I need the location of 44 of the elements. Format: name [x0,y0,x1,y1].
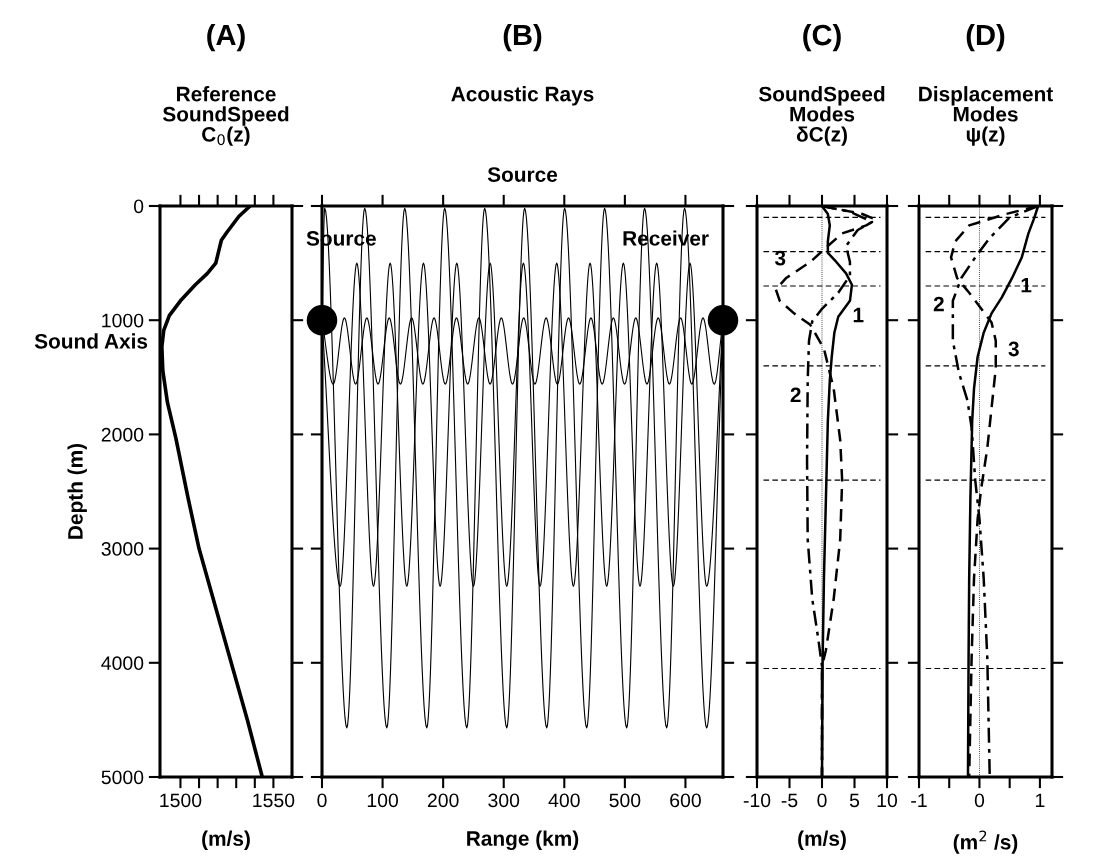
chart-subtitle: Reference SoundSpeed C$_{0}$(z) [162,86,289,146]
y-tick-label: 0 [133,199,144,214]
x-axis-title: (m/s) [798,830,846,850]
x-axis-title: (m/s) [202,830,250,850]
legend-label: 1 [853,307,864,323]
x2-axis-title: Source [487,167,558,182]
series-label: 3 [774,250,786,266]
y-axis-title: Depth (m) [67,443,87,539]
x-tick-label: 0 [974,793,985,808]
chart-subtitle: Displacement Modes ψ(z) [919,86,1053,146]
x-tick-label: -10 [743,793,771,808]
annotation: Sound Axis [34,333,148,349]
chart-title: (B) [503,23,542,52]
x-tick-label: 1550 [253,793,295,808]
chart-title: (A) [207,23,245,52]
chart-subtitle: SoundSpeed Modes δC(z) [758,86,885,146]
x-tick-label: 200 [427,793,459,808]
y-tick-label: 5000 [101,770,144,785]
y-tick-label: 4000 [101,656,144,671]
chart-subtitle: Acoustic Rays [451,86,594,106]
x-tick-label: -1 [911,793,927,808]
chart-title: (D) [966,23,1005,52]
chart-title: (C) [803,23,841,52]
x-tick-label: 500 [609,793,641,808]
x-tick-label: 100 [367,793,399,808]
x-tick-label: 600 [670,793,701,808]
series-label: 2 [933,296,944,312]
x-tick-label: 1 [1035,793,1045,808]
series-label: 2 [790,387,801,403]
x-tick-label: 400 [548,793,580,808]
x-tick-label: 0 [317,793,327,808]
x-axis-title: (m$^{2}$ /s) [953,830,1018,854]
series-label: 1 [1021,278,1032,293]
y-tick-label: 3000 [101,542,144,556]
x-tick-label: -5 [781,793,798,808]
series-label: 3 [1008,341,1019,357]
x-tick-label: 10 [877,793,898,808]
x-tick-label: 0 [817,793,827,808]
x-tick-label: 1500 [160,793,202,808]
x-axis-title: Range (km) [467,830,579,851]
y-tick-label: 2000 [101,427,144,442]
x-tick-label: 300 [488,793,520,808]
x-tick-label: 5 [849,793,860,808]
y-tick-label: 1000 [102,313,144,328]
